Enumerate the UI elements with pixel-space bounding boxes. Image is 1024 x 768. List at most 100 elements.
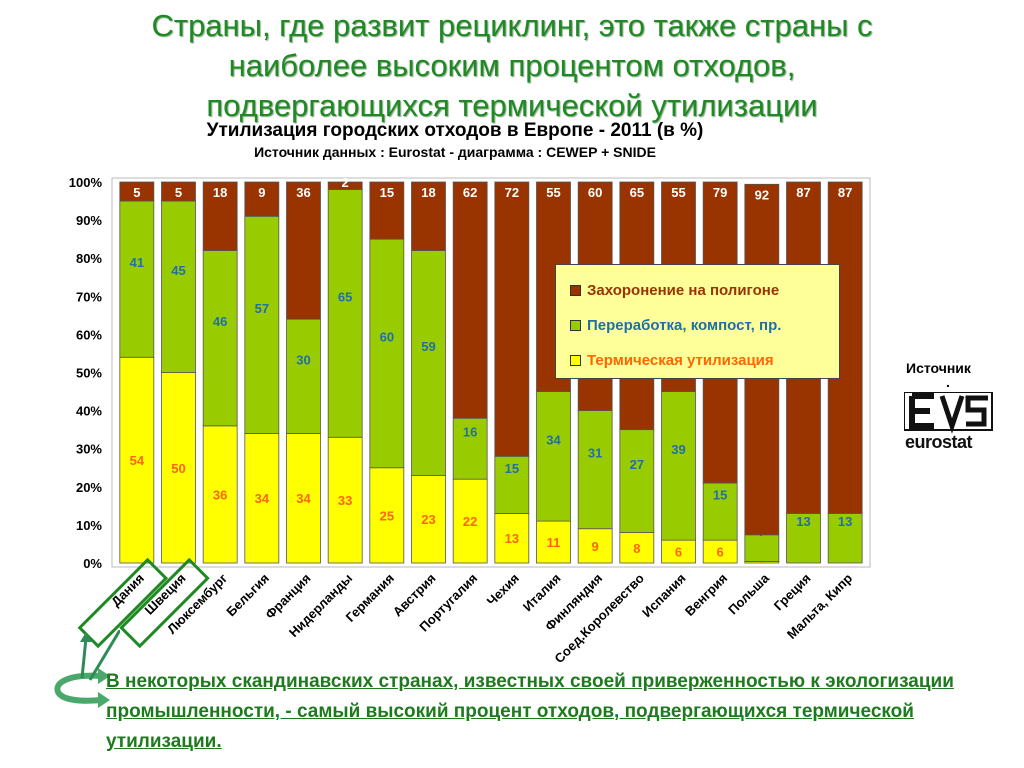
plot-area-frame	[111, 177, 871, 568]
legend-item-thermal: Термическая утилизация	[570, 343, 839, 378]
chart-legend: Захоронение на полигоне Переработка, ком…	[555, 264, 840, 379]
bar-segment	[536, 520, 571, 564]
bar-segment	[161, 181, 196, 202]
data-label: 34	[296, 491, 311, 506]
curved-arrow-icon	[54, 630, 120, 708]
data-label: 22	[463, 514, 477, 529]
bar-segment	[577, 410, 613, 530]
bar-segment	[661, 391, 696, 541]
bar-segment	[369, 238, 405, 469]
data-label: 50	[171, 461, 185, 476]
y-tick-label: 50%	[76, 366, 102, 381]
legend-label-thermal: Термическая утилизация	[587, 352, 774, 369]
data-label: 36	[296, 185, 310, 200]
data-label: 13	[796, 514, 810, 529]
data-label: 9	[592, 539, 599, 554]
y-tick-label: 30%	[76, 442, 102, 457]
source-label: Источник	[906, 360, 971, 376]
y-tick-label: 10%	[76, 518, 102, 533]
data-label: 30	[296, 352, 310, 367]
data-label: 6	[717, 545, 724, 560]
bar-segment	[494, 455, 530, 514]
data-label: 54	[130, 453, 145, 468]
bar-segment	[286, 181, 321, 320]
data-label: 87	[796, 185, 810, 200]
data-label: 2	[342, 175, 349, 190]
data-label: 60	[380, 329, 394, 344]
bar-segment	[286, 318, 321, 434]
y-tick-label: 60%	[76, 327, 102, 342]
bar-segment	[827, 513, 863, 564]
data-label: 27	[630, 457, 644, 472]
source-dot: .	[946, 374, 950, 390]
y-tick-label: 70%	[76, 289, 102, 304]
legend-item-recycling: Переработка, компост, пр.	[570, 308, 839, 343]
data-label: 46	[213, 314, 227, 329]
data-label: 34	[255, 491, 270, 506]
y-tick-label: 20%	[76, 480, 102, 495]
bar-segment	[161, 200, 196, 373]
legend-label-recycling: Переработка, компост, пр.	[587, 317, 782, 334]
y-tick-label: 0%	[83, 556, 102, 571]
x-tick-label: Венгрия	[682, 571, 730, 619]
bar-segment	[327, 189, 363, 438]
data-label: 5	[175, 185, 182, 200]
data-label: 15	[505, 461, 519, 476]
data-label: 55	[546, 185, 560, 200]
data-label: 34	[546, 432, 561, 447]
y-tick-label: 40%	[76, 404, 102, 419]
data-label: 79	[713, 185, 727, 200]
data-label: 18	[421, 185, 435, 200]
bar-segment	[619, 532, 655, 564]
data-label: 33	[338, 493, 352, 508]
data-label: 11	[547, 535, 561, 550]
data-label: 31	[588, 446, 602, 461]
bar-segment	[244, 181, 280, 217]
data-label: 65	[338, 289, 352, 304]
eurostat-logo-icon	[904, 392, 993, 434]
data-label: 72	[505, 185, 519, 200]
eurostat-logo-text: eurostat	[905, 432, 973, 452]
chart-title: Утилизация городских отходов в Европе - …	[206, 120, 704, 141]
bar-segment	[411, 250, 446, 476]
data-label: 59	[421, 339, 435, 354]
bar-segment	[536, 391, 571, 522]
data-label: 60	[588, 185, 602, 200]
bar-segment	[286, 433, 321, 564]
bar-segment	[452, 478, 488, 564]
data-label: 92	[755, 187, 769, 202]
bar-segment	[119, 200, 155, 358]
data-label: 16	[463, 425, 477, 440]
legend-swatch-thermal	[570, 355, 581, 366]
legend-swatch-recycling	[570, 320, 581, 331]
legend-item-landfill: Захоронение на полигоне	[570, 273, 839, 308]
bar-segment	[327, 181, 363, 191]
data-label: 9	[258, 185, 265, 200]
chart-subtitle: Источник данных : Eurostat - диаграмма :…	[254, 144, 656, 160]
y-tick-label: 100%	[69, 175, 103, 190]
bar-segment	[702, 482, 738, 541]
bar-segment	[452, 417, 488, 480]
bar-segment	[577, 528, 613, 564]
bar-segment	[369, 467, 405, 564]
data-label: 18	[213, 185, 227, 200]
data-label: 39	[671, 442, 685, 457]
data-label: 65	[630, 185, 644, 200]
x-tick-label: Чехия	[484, 571, 522, 609]
data-label: 8	[633, 541, 640, 556]
headline-line-1: Страны, где развит рециклинг, это также …	[151, 8, 873, 43]
data-label: 45	[171, 263, 185, 278]
bar-segment	[494, 513, 530, 564]
bar-segment	[494, 181, 530, 457]
bar-segment	[202, 181, 238, 251]
slide-headline: Страны, где развит рециклинг, это также …	[60, 6, 964, 126]
footnote-text: В некоторых скандинавских странах, извес…	[106, 671, 954, 752]
data-label: 41	[130, 255, 144, 270]
x-tick-label: Польша	[725, 570, 772, 617]
bar-segment	[327, 436, 363, 564]
bar-segment	[244, 215, 280, 434]
bar-segment	[744, 534, 780, 562]
data-label: 57	[255, 301, 269, 316]
data-label: 62	[463, 185, 477, 200]
bar-segment	[411, 181, 446, 251]
